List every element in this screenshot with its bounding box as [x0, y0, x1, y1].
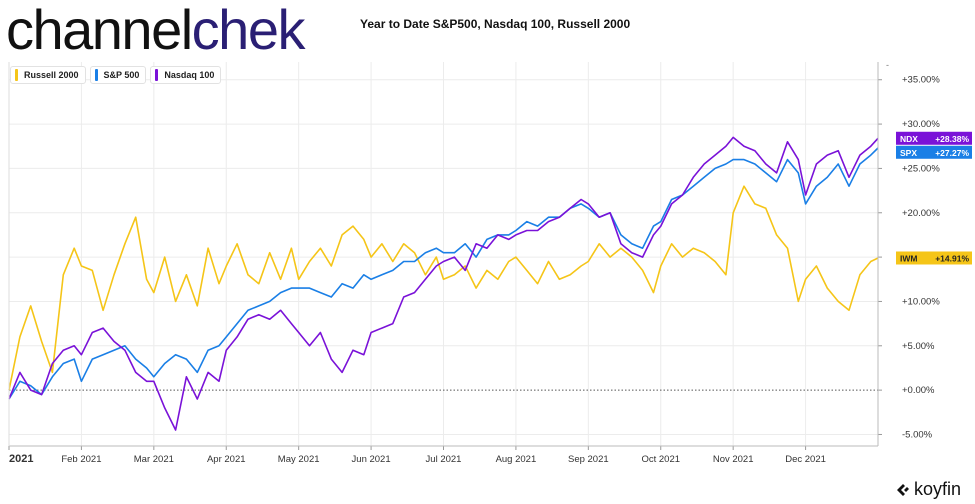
legend-swatch — [155, 69, 159, 81]
legend-label: Russell 2000 — [24, 70, 79, 80]
y-tick-label: +20.00% — [902, 208, 940, 219]
koyfin-icon — [896, 483, 909, 496]
x-tick-label: Dec 2021 — [785, 454, 826, 465]
value-tag-bg — [896, 145, 972, 159]
chart-legend: Russell 2000 S&P 500 Nasdaq 100 — [10, 66, 222, 84]
value-tag-ticker: IWM — [900, 253, 917, 263]
value-tag-value: +14.91% — [935, 253, 969, 263]
axes: 2021 Feb 2021 Mar 2021 Apr 2021 May 2021 Jun … — [8, 60, 940, 465]
series-line-1 — [8, 147, 879, 400]
value-tag-value: +28.38% — [935, 134, 969, 144]
legend-label: Nasdaq 100 — [164, 70, 215, 80]
y-tick-label: +0.00% — [902, 385, 935, 396]
brand-name: koyfin — [913, 479, 961, 499]
series-line-0 — [8, 185, 879, 391]
value-tag-ticker: NDX — [900, 134, 918, 144]
y-tick-label: -5.00% — [902, 429, 933, 440]
legend-swatch — [94, 69, 98, 81]
logo-part-1: channel — [6, 0, 193, 61]
y-tick-label: +10.00% — [902, 296, 940, 307]
x-tick-label: Jun 2021 — [352, 454, 391, 465]
koyfin-brand: koyfin — [896, 479, 961, 500]
x-tick-label: Jul 2021 — [426, 454, 462, 465]
x-tick-label: Apr 2021 — [207, 454, 246, 465]
series-lines — [8, 136, 879, 431]
value-tag-value: +27.27% — [935, 148, 969, 158]
x-tick-label: 2021 — [9, 453, 33, 465]
value-tag-bg — [896, 131, 972, 145]
legend-label: S&P 500 — [103, 70, 140, 80]
y-tick-label: +30.00% — [902, 119, 940, 130]
x-tick-label: Oct 2021 — [641, 454, 680, 465]
legend-item-sp500[interactable]: S&P 500 — [89, 66, 147, 84]
value-tags: NDX +28.38% SPX +27.27% IWM +14.91% — [896, 131, 972, 265]
legend-item-russell[interactable]: Russell 2000 — [10, 66, 86, 84]
crosshair-marker: - — [886, 60, 889, 70]
y-tick-label: +25.00% — [902, 163, 940, 174]
series-line-2 — [8, 136, 879, 431]
x-tick-label: Nov 2021 — [713, 454, 754, 465]
legend-item-nasdaq[interactable]: Nasdaq 100 — [150, 66, 222, 84]
x-tick-label: Sep 2021 — [568, 454, 609, 465]
x-tick-label: Feb 2021 — [61, 454, 101, 465]
value-tag-bg — [896, 251, 972, 265]
x-tick-label: Aug 2021 — [496, 454, 537, 465]
logo-part-2: chek — [191, 0, 306, 61]
gridlines — [9, 62, 878, 446]
y-tick-label: +5.00% — [902, 341, 935, 352]
x-tick-label: Mar 2021 — [134, 454, 174, 465]
chart-title: Year to Date S&P500, Nasdaq 100, Russell… — [360, 17, 631, 31]
value-tag-ticker: SPX — [900, 148, 917, 158]
y-tick-label: +35.00% — [902, 75, 940, 86]
legend-swatch — [15, 69, 18, 81]
x-tick-label: May 2021 — [278, 454, 320, 465]
channelchek-logo: channelchek — [6, 0, 306, 61]
